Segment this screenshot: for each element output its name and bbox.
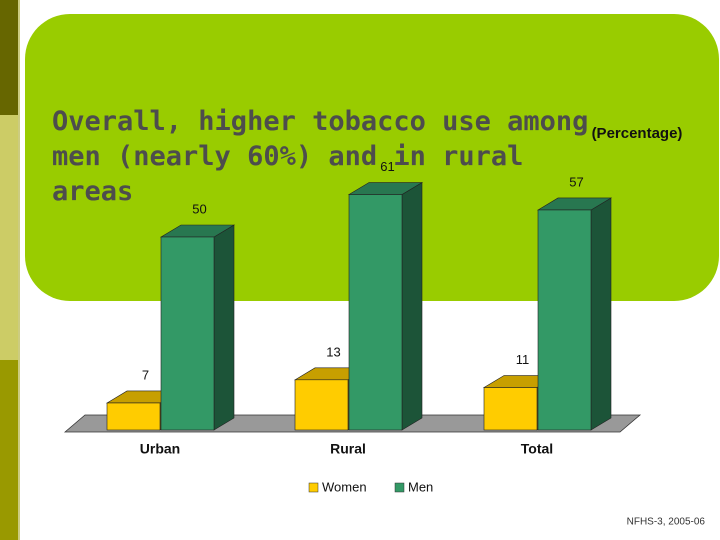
bar-front: [294, 379, 349, 431]
bar-side: [590, 197, 612, 431]
bar: [347, 182, 424, 431]
x-tick-label: Rural: [330, 441, 366, 457]
legend-label: Women: [322, 479, 367, 494]
bar: [159, 224, 236, 431]
data-label: 7: [142, 367, 149, 382]
data-label: 50: [192, 201, 206, 216]
data-label: 57: [569, 174, 583, 189]
bar-front: [348, 194, 403, 431]
bar-side: [401, 182, 423, 431]
bar-front: [483, 387, 538, 431]
chart-title: Overall, higher tobacco use among men (n…: [52, 106, 589, 207]
bar-front: [160, 236, 215, 431]
data-label: 61: [380, 159, 394, 174]
data-label: 13: [326, 344, 340, 359]
legend-swatch: [394, 482, 405, 493]
bar: [536, 197, 613, 431]
source-note: NFHS-3, 2005-06: [627, 517, 706, 528]
bar-front: [106, 402, 161, 431]
side-stripe: [0, 360, 18, 540]
side-stripe: [0, 0, 18, 115]
bar-front: [537, 209, 592, 431]
x-tick-label: Urban: [140, 441, 180, 457]
bar-side: [213, 224, 235, 431]
chart-subtitle: (Percentage): [592, 125, 683, 142]
legend-label: Men: [408, 479, 433, 494]
x-tick-label: Total: [521, 441, 553, 457]
data-label: 11: [516, 352, 530, 367]
legend-swatch: [308, 482, 319, 493]
side-stripe: [0, 115, 18, 360]
